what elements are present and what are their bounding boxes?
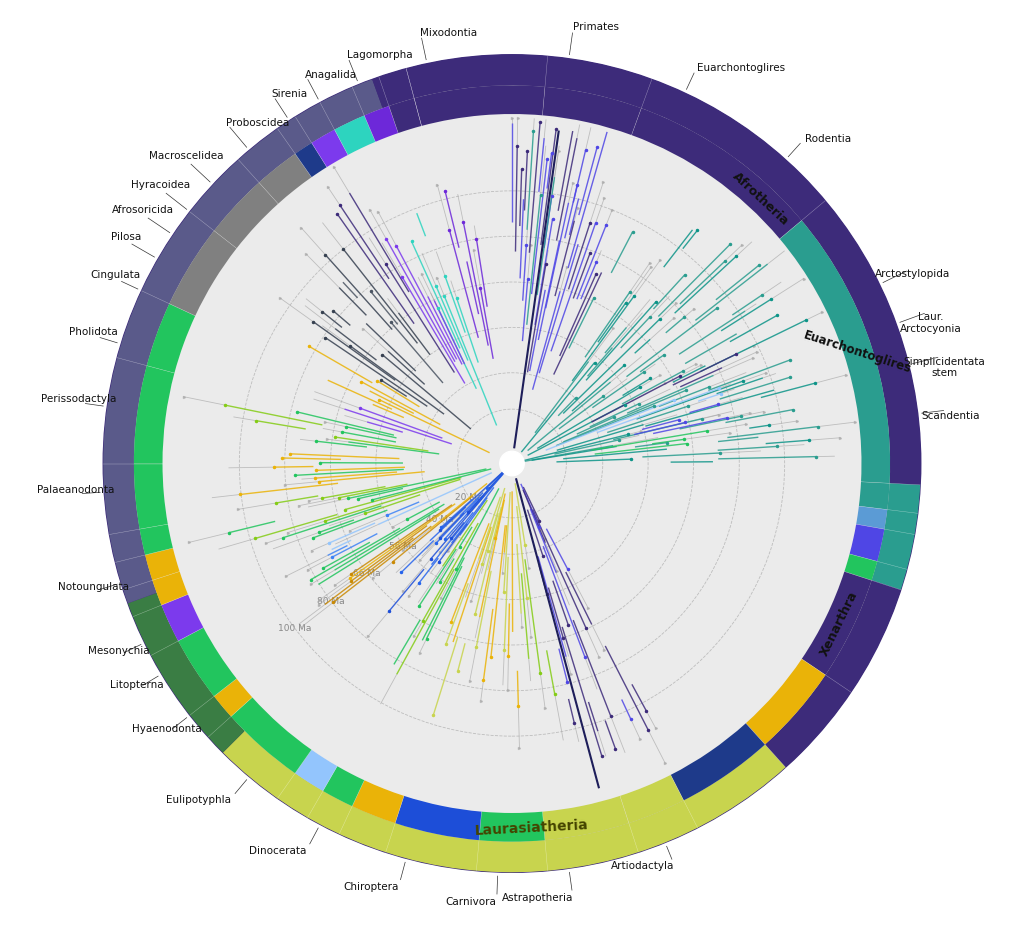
Wedge shape <box>153 572 188 605</box>
Wedge shape <box>620 775 684 823</box>
Wedge shape <box>802 572 871 676</box>
Wedge shape <box>323 767 365 806</box>
Text: Notoungulata: Notoungulata <box>58 582 129 592</box>
Text: Mixodontia: Mixodontia <box>420 28 477 38</box>
Wedge shape <box>259 155 311 204</box>
Text: Carnivora: Carnivora <box>445 896 497 906</box>
Text: 66 Ma: 66 Ma <box>353 569 381 577</box>
Wedge shape <box>856 507 887 530</box>
Wedge shape <box>479 812 545 842</box>
Text: Dinocerata: Dinocerata <box>249 844 306 855</box>
Circle shape <box>134 86 890 842</box>
Wedge shape <box>178 628 237 697</box>
Wedge shape <box>295 144 327 178</box>
Text: Euarchontoglires: Euarchontoglires <box>697 63 785 73</box>
Text: Chiroptera: Chiroptera <box>343 881 398 891</box>
Text: Eulipotyphla: Eulipotyphla <box>166 793 230 804</box>
Wedge shape <box>407 56 921 485</box>
Text: 80 Ma: 80 Ma <box>316 596 344 605</box>
Text: Euarchontoglires: Euarchontoglires <box>803 329 913 375</box>
Wedge shape <box>295 750 337 791</box>
Text: Perissodactyla: Perissodactyla <box>41 393 117 403</box>
Wedge shape <box>395 796 481 840</box>
Wedge shape <box>169 231 237 316</box>
Wedge shape <box>765 581 901 767</box>
Wedge shape <box>372 70 414 110</box>
Text: Sirenia: Sirenia <box>271 89 307 99</box>
Text: Hyracoidea: Hyracoidea <box>131 180 190 190</box>
Circle shape <box>163 115 861 813</box>
Text: Rodentia: Rodentia <box>805 135 851 145</box>
Text: Laur.
Arctocyonia: Laur. Arctocyonia <box>900 312 962 333</box>
Wedge shape <box>231 698 311 773</box>
Wedge shape <box>352 780 404 823</box>
Wedge shape <box>389 99 422 134</box>
Wedge shape <box>745 659 825 744</box>
Wedge shape <box>103 81 383 603</box>
Text: Lagomorpha: Lagomorpha <box>347 50 413 60</box>
Text: Pholidota: Pholidota <box>70 327 118 336</box>
Wedge shape <box>850 524 885 561</box>
Wedge shape <box>134 464 168 530</box>
Wedge shape <box>365 107 398 143</box>
Wedge shape <box>223 731 785 872</box>
Text: Proboscidea: Proboscidea <box>225 118 289 128</box>
Text: Palaeanodonta: Palaeanodonta <box>37 484 115 495</box>
Wedge shape <box>139 524 173 555</box>
Text: Afrosoricida: Afrosoricida <box>112 205 174 215</box>
Text: Pilosa: Pilosa <box>111 231 141 241</box>
Wedge shape <box>414 86 545 127</box>
Text: Artiodactyla: Artiodactyla <box>611 860 675 870</box>
Wedge shape <box>859 483 890 510</box>
Text: 20 Ma: 20 Ma <box>455 492 482 501</box>
Text: Afrotheria: Afrotheria <box>729 169 791 227</box>
Text: 40 Ma: 40 Ma <box>426 514 454 523</box>
Text: Cingulata: Cingulata <box>90 269 140 279</box>
Wedge shape <box>543 88 641 135</box>
Wedge shape <box>632 110 802 239</box>
Wedge shape <box>543 796 629 840</box>
Wedge shape <box>214 184 279 249</box>
Wedge shape <box>671 724 765 801</box>
Text: Astrapotheria: Astrapotheria <box>502 892 572 902</box>
Text: Arctostylopida: Arctostylopida <box>874 269 950 279</box>
Circle shape <box>103 56 921 872</box>
Text: Mesonychia: Mesonychia <box>88 646 150 655</box>
Text: Laurasiatheria: Laurasiatheria <box>474 817 589 837</box>
Wedge shape <box>335 116 376 156</box>
Text: Simplicidentata
stem: Simplicidentata stem <box>903 356 985 378</box>
Text: Macroscelidea: Macroscelidea <box>148 150 223 161</box>
Wedge shape <box>134 367 174 464</box>
Wedge shape <box>311 131 348 168</box>
Text: 100 Ma: 100 Ma <box>278 624 311 632</box>
Wedge shape <box>845 554 878 581</box>
Wedge shape <box>145 548 179 581</box>
Wedge shape <box>779 221 890 483</box>
Text: Hyaenodonta: Hyaenodonta <box>132 723 202 733</box>
Wedge shape <box>214 679 252 716</box>
Wedge shape <box>162 595 204 641</box>
Text: Scandentia: Scandentia <box>921 410 979 420</box>
Wedge shape <box>146 304 196 374</box>
Text: Primates: Primates <box>573 22 620 32</box>
Text: Litopterna: Litopterna <box>111 679 164 689</box>
Wedge shape <box>128 593 245 753</box>
Circle shape <box>500 452 524 476</box>
Wedge shape <box>871 483 921 590</box>
Text: Anagalida: Anagalida <box>305 70 357 80</box>
Text: 56 Ma: 56 Ma <box>389 541 417 550</box>
Text: Xenarthra: Xenarthra <box>817 588 860 658</box>
